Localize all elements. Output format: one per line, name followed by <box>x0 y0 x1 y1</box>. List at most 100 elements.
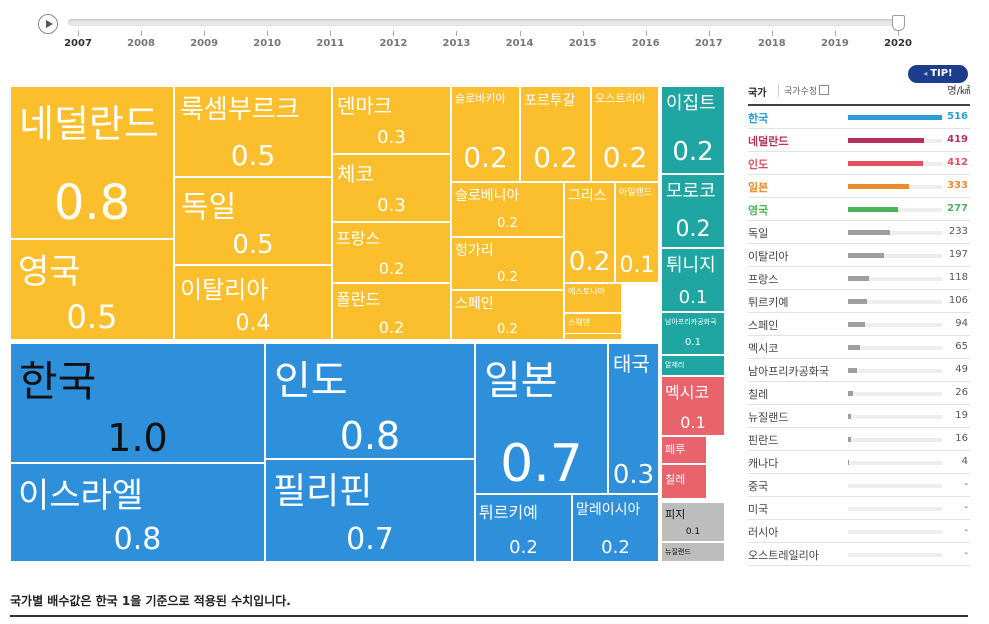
treemap-cell-헝가리[interactable]: 헝가리 0.2 <box>451 237 564 290</box>
timeline-year-2017[interactable]: 2017 <box>694 38 723 49</box>
ranking-value: 16 <box>955 433 968 444</box>
treemap-cell-인도[interactable]: 인도 0.8 <box>265 343 475 459</box>
ranking-row[interactable]: 영국 277 <box>748 198 970 221</box>
ranking-row[interactable]: 인도 412 <box>748 152 970 175</box>
ranking-country: 프랑스 <box>748 273 779 286</box>
treemap-cell-포르투갈[interactable]: 포르투갈 0.2 <box>520 86 591 182</box>
timeline-track[interactable] <box>68 19 902 26</box>
timeline-year-2011[interactable]: 2011 <box>316 38 345 49</box>
treemap-cell-small[interactable] <box>640 283 659 333</box>
treemap-cell-룩셈부르크[interactable]: 룩셈부르크 0.5 <box>174 86 332 177</box>
ranking-row[interactable]: 독일 233 <box>748 221 970 244</box>
treemap-cell-이탈리아[interactable]: 이탈리아 0.4 <box>174 265 332 340</box>
timeline-year-2014[interactable]: 2014 <box>505 38 534 49</box>
ranking-row[interactable]: 핀란드 16 <box>748 428 970 451</box>
treemap-cell-프랑스[interactable]: 프랑스 0.2 <box>332 222 451 283</box>
treemap-cell-스페인[interactable]: 스페인 0.2 <box>451 290 564 340</box>
treemap-label: 일본 <box>484 358 558 404</box>
treemap-cell-독일[interactable]: 독일 0.5 <box>174 177 332 265</box>
ranking-row[interactable]: 멕시코 65 <box>748 336 970 359</box>
edit-countries-button[interactable]: 국가수정 <box>778 84 830 97</box>
ranking-row[interactable]: 네덜란드 419 <box>748 129 970 152</box>
treemap-cell-필리핀[interactable]: 필리핀 0.7 <box>265 459 475 562</box>
ranking-row[interactable]: 이탈리아 197 <box>748 244 970 267</box>
treemap-cell-말레이시아[interactable]: 말레이시아 0.2 <box>572 494 659 562</box>
ranking-row[interactable]: 뉴질랜드 19 <box>748 405 970 428</box>
timeline-year-2018[interactable]: 2018 <box>757 38 786 49</box>
treemap-cell-뉴질랜드[interactable]: 뉴질랜드 <box>661 542 725 562</box>
treemap-cell-체코[interactable]: 체코 0.3 <box>332 154 451 222</box>
ranking-country: 영국 <box>748 204 769 217</box>
treemap-cell-폴란드[interactable]: 폴란드 0.2 <box>332 283 451 340</box>
timeline-handle[interactable] <box>892 15 905 31</box>
treemap-cell-슬로바키아[interactable]: 슬로바키아 0.2 <box>451 86 520 182</box>
timeline-year-2019[interactable]: 2019 <box>821 38 849 49</box>
treemap-cell-튀니지[interactable]: 튀니지 0.1 <box>661 248 725 312</box>
timeline-year-2016[interactable]: 2016 <box>631 38 660 49</box>
unit-label: 명/㎢ <box>947 86 970 97</box>
tip-button[interactable]: TIP! <box>908 65 968 83</box>
ranking-row[interactable]: 오스트레일리아 - <box>748 543 970 566</box>
treemap-cell-이집트[interactable]: 이집트 0.2 <box>661 86 725 174</box>
ranking-country: 튀르키예 <box>748 296 789 309</box>
treemap-label: 헝가리 <box>455 243 494 259</box>
timeline-year-2020[interactable]: 2020 <box>884 38 912 49</box>
timeline-tick <box>330 31 332 36</box>
timeline-year-2013[interactable]: 2013 <box>442 38 471 49</box>
ranking-row[interactable]: 캐나다 4 <box>748 451 970 474</box>
timeline-year-2015[interactable]: 2015 <box>568 38 597 49</box>
treemap-cell-small[interactable] <box>564 333 659 340</box>
ranking-row[interactable]: 중국 - <box>748 474 970 497</box>
copy-icon <box>819 85 830 95</box>
treemap-cell-슬로베니아[interactable]: 슬로베니아 0.2 <box>451 182 564 237</box>
treemap-cell-태국[interactable]: 태국 0.3 <box>608 343 659 494</box>
treemap-cell-덴마크[interactable]: 덴마크 0.3 <box>332 86 451 154</box>
treemap-cell-페루[interactable]: 페루 <box>661 436 707 464</box>
treemap-cell-네덜란드[interactable]: 네덜란드 0.8 <box>10 86 174 239</box>
treemap-cell-튀르키예[interactable]: 튀르키예 0.2 <box>475 494 572 562</box>
treemap-cell-그리스[interactable]: 그리스 0.2 <box>564 182 615 283</box>
ranking-row[interactable]: 일본 333 <box>748 175 970 198</box>
treemap-cell-멕시코[interactable]: 멕시코 0.1 <box>661 376 725 436</box>
ranking-row[interactable]: 미국 - <box>748 497 970 520</box>
ranking-row[interactable]: 러시아 - <box>748 520 970 543</box>
treemap-cell-칠레[interactable]: 칠레 <box>661 464 707 499</box>
ranking-row[interactable]: 프랑스 118 <box>748 267 970 290</box>
treemap-cell-이스라엘[interactable]: 이스라엘 0.8 <box>10 463 265 562</box>
timeline-year-2007[interactable]: 2007 <box>64 38 92 49</box>
treemap-value: 0.5 <box>230 139 276 172</box>
treemap-value: 0.2 <box>497 322 518 337</box>
ranking-bar <box>848 414 851 419</box>
treemap-cell-small[interactable] <box>707 464 725 499</box>
treemap-cell-한국[interactable]: 한국 1.0 <box>10 343 265 463</box>
timeline-year-2012[interactable]: 2012 <box>379 38 408 49</box>
ranking-bar-track <box>848 277 942 281</box>
ranking-row[interactable]: 튀르키예 106 <box>748 290 970 313</box>
play-icon[interactable] <box>38 14 58 34</box>
ranking-row[interactable]: 한국 516 <box>748 106 970 129</box>
treemap-cell-small[interactable] <box>707 436 725 464</box>
treemap-cell-피지[interactable]: 피지 0.1 <box>661 502 725 542</box>
timeline-year-2008[interactable]: 2008 <box>127 38 155 49</box>
treemap-value: 1.0 <box>107 416 168 460</box>
timeline-slider[interactable]: 2007 2008 2009 2010 2011 2012 2013 2014 2015 2016… <box>0 0 989 60</box>
treemap-cell-스웨덴[interactable]: 스웨덴 <box>564 313 622 340</box>
treemap-cell-small[interactable] <box>622 283 640 333</box>
treemap-cell-아일랜드[interactable]: 아일랜드 0.1 <box>615 182 659 283</box>
treemap-label: 태국 <box>613 352 650 376</box>
timeline-year-2010[interactable]: 2010 <box>253 38 282 49</box>
treemap-cell-모로코[interactable]: 모로코 0.2 <box>661 174 725 248</box>
ranking-bar <box>848 230 890 235</box>
ranking-row[interactable]: 스페인 94 <box>748 313 970 336</box>
treemap-value: 0.2 <box>378 259 405 278</box>
treemap-cell-남아프리카공화국[interactable]: 남아프리카공화국 0.1 <box>661 312 725 355</box>
treemap-cell-영국[interactable]: 영국 0.5 <box>10 239 174 340</box>
treemap-cell-알제리[interactable]: 알제리 <box>661 355 725 376</box>
ranking-row[interactable]: 남아프리카공화국 49 <box>748 359 970 382</box>
treemap-cell-에스토니아[interactable]: 에스토니아 <box>564 283 622 313</box>
ranking-country: 이탈리아 <box>748 250 789 263</box>
treemap-cell-오스트리아[interactable]: 오스트리아 0.2 <box>591 86 659 182</box>
ranking-row[interactable]: 칠레 26 <box>748 382 970 405</box>
treemap-cell-일본[interactable]: 일본 0.7 <box>475 343 608 494</box>
timeline-year-2009[interactable]: 2009 <box>190 38 219 49</box>
